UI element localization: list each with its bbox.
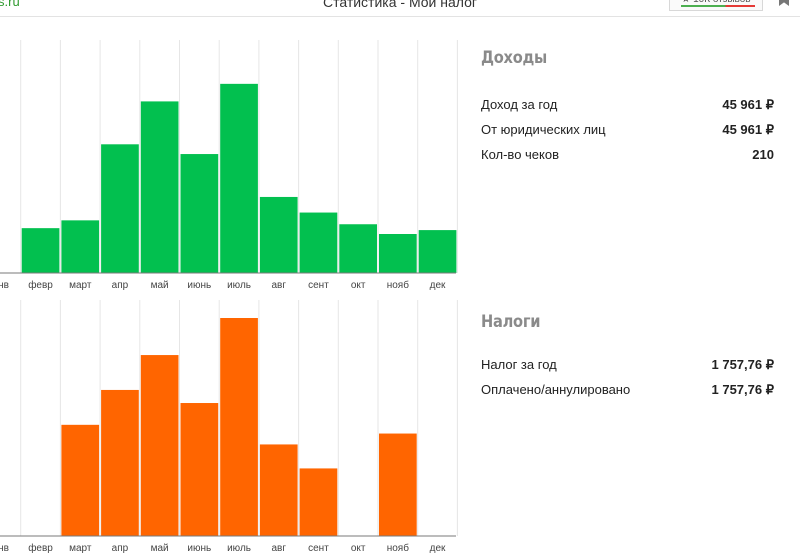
income-bar-2[interactable]	[61, 220, 100, 273]
browser-top-bar: s.ru Статистика - Мой налог ★ 10К отзыво…	[0, 0, 800, 17]
income-bar-3[interactable]	[101, 144, 139, 273]
tax-bar-7[interactable]	[259, 444, 298, 536]
tax-paid-value: 1 757,76 ₽	[711, 382, 775, 397]
tax-bar-6[interactable]	[220, 318, 258, 536]
income-tick-label: сент	[308, 280, 329, 291]
tax-tick-label: янв	[0, 543, 9, 553]
taxes-bar-chart: янв февр март апр май июнь июль авг сент окт нояб д…	[0, 300, 458, 553]
income-tick-label: дек	[430, 280, 446, 291]
tax-tick-label: февр	[28, 542, 53, 553]
receipts-count-value: 210	[752, 147, 774, 162]
site-logo[interactable]: s.ru	[0, 0, 20, 9]
tax-bar-8[interactable]	[299, 468, 338, 536]
income-tick-label: янв	[0, 280, 9, 291]
tax-tick-label: дек	[430, 543, 446, 553]
tax-bar-2[interactable]	[61, 424, 100, 536]
income-bar-9[interactable]	[339, 224, 377, 273]
tax-bar-4[interactable]	[140, 355, 179, 536]
tax-tick-label: июнь	[187, 543, 211, 553]
tax-tick-label: авг	[271, 543, 286, 553]
income-row-receipts: Кол-во чеков 210	[481, 142, 774, 167]
tax-paid-label: Оплачено/аннулировано	[481, 382, 631, 397]
income-bar-chart: янв февр март апр май июнь июль авг сент окт нояб д…	[0, 40, 458, 291]
income-bar-11[interactable]	[418, 230, 457, 273]
income-row-year: Доход за год 45 961 ₽	[481, 92, 774, 117]
tax-tick-label: сент	[308, 543, 329, 553]
tax-year-value: 1 757,76 ₽	[711, 357, 775, 372]
tax-tick-label: июль	[227, 543, 251, 553]
income-tick-label: июль	[227, 280, 251, 291]
tax-tick-label: нояб	[387, 542, 409, 553]
income-bar-5[interactable]	[180, 154, 219, 273]
income-heading: Доходы	[481, 48, 548, 68]
income-year-value: 45 961 ₽	[722, 97, 774, 112]
tax-bar-5[interactable]	[180, 403, 219, 536]
tax-year-label: Налог за год	[481, 357, 557, 372]
income-bar-10[interactable]	[379, 234, 417, 273]
tax-tick-label: окт	[351, 543, 366, 553]
income-row-legal: От юридических лиц 45 961 ₽	[481, 117, 774, 142]
income-bar-7[interactable]	[259, 196, 298, 273]
tax-bar-3[interactable]	[101, 389, 139, 536]
income-tick-label: нояб	[387, 279, 409, 291]
income-bar-4[interactable]	[140, 101, 179, 274]
income-bar-1[interactable]	[21, 228, 60, 273]
income-legal-value: 45 961 ₽	[722, 122, 774, 137]
window-title: Статистика - Мой налог	[322, 0, 478, 10]
taxes-heading: Налоги	[481, 312, 541, 332]
tax-bar-10[interactable]	[379, 433, 417, 536]
receipts-count-label: Кол-во чеков	[481, 147, 560, 162]
income-tick-label: авг	[271, 280, 286, 291]
income-tick-label: июнь	[187, 280, 211, 291]
income-tick-label: апр	[112, 280, 129, 291]
income-tick-label: февр	[28, 279, 53, 291]
taxes-summary: Налоги Налог за год 1 757,76 ₽ Оплачено/…	[481, 312, 774, 402]
tax-row-year: Налог за год 1 757,76 ₽	[481, 352, 774, 377]
income-summary: Доходы Доход за год 45 961 ₽ От юридичес…	[481, 48, 774, 167]
income-year-label: Доход за год	[481, 97, 558, 112]
income-bar-8[interactable]	[299, 212, 338, 273]
tax-tick-label: май	[151, 543, 169, 553]
income-bar-6[interactable]	[220, 83, 258, 273]
rating-bar	[681, 5, 755, 7]
tax-row-paid: Оплачено/аннулировано 1 757,76 ₽	[481, 377, 774, 402]
income-tick-label: окт	[351, 280, 366, 291]
income-tick-label: май	[151, 280, 169, 291]
income-tick-label: март	[69, 280, 92, 291]
tax-tick-label: апр	[112, 543, 129, 553]
income-legal-label: От юридических лиц	[481, 122, 606, 137]
tax-tick-label: март	[69, 543, 92, 553]
